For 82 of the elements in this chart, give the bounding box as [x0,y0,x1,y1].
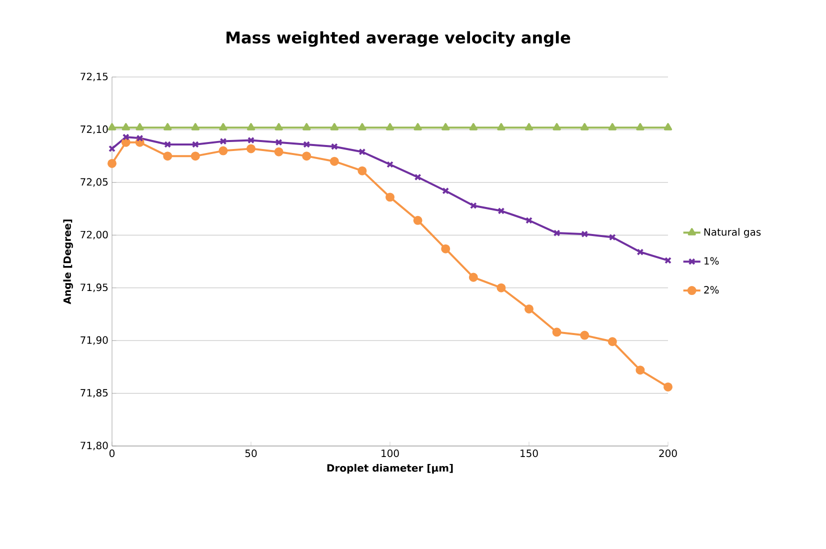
x-tick-label: 150 [520,450,538,458]
point [608,234,616,241]
y-tick-label: 72,05 [80,178,108,187]
point [498,207,505,214]
point [192,141,199,148]
point [553,230,560,237]
point [581,230,588,238]
y-tick-label: 72,00 [80,230,108,240]
point [358,148,366,156]
y-tick-label: 72,15 [80,72,108,82]
point [386,123,394,130]
y-tick-label: 71,90 [80,336,108,345]
point [608,337,617,346]
point [469,123,478,130]
point [414,174,422,181]
point [330,123,338,130]
x-tick-label: 200 [659,450,677,458]
point [302,123,311,130]
point [636,123,644,130]
point [496,283,506,292]
point [441,244,450,254]
point [468,272,478,282]
point [358,166,367,176]
point [636,248,644,256]
point [246,144,256,154]
x-tick-label: 0 [109,450,115,458]
point [442,187,450,194]
point [524,304,534,314]
point [191,123,200,130]
y-tick-label: 72,10 [80,125,108,134]
point [164,141,172,148]
point [552,123,561,130]
point [108,158,117,168]
point [664,123,672,130]
point [497,123,506,130]
point [302,152,312,161]
point [122,123,130,130]
point [190,152,200,161]
point [122,134,130,141]
y-axis-title: Angle [Degree] [63,220,73,304]
point [220,138,227,145]
point [218,146,228,156]
point [136,123,144,130]
point [413,216,422,225]
point [108,123,116,130]
point [386,161,394,168]
point [664,382,673,392]
point [470,202,477,210]
point [414,123,422,130]
point [248,136,254,144]
point [526,216,532,224]
point [358,123,366,130]
point [163,152,172,161]
legend-label: 1% [704,257,719,265]
y-tick-label: 71,80 [80,442,108,450]
x-tick-label: 100 [382,450,399,458]
point [303,141,310,148]
point [274,147,284,156]
legend-label: Natural gas [704,228,761,238]
point [164,123,172,130]
point [608,123,616,130]
x-axis-title: Droplet diameter [µm] [327,464,453,474]
point [330,156,339,166]
point [136,134,144,142]
y-tick-label: 71,85 [80,388,108,398]
point [636,366,645,375]
point [386,192,395,202]
point [275,138,282,146]
x-tick-label: 50 [245,450,257,458]
point [330,143,338,150]
chart-title: Mass weighted average velocity angle [226,31,570,47]
point [580,123,589,130]
y-tick-label: 71,95 [80,284,108,292]
legend-label: 2% [704,286,719,294]
point [442,123,450,130]
point [552,328,562,337]
point [121,138,130,147]
point [246,123,256,130]
point [219,123,228,130]
point [580,330,590,340]
point [274,123,283,130]
point [524,123,534,130]
